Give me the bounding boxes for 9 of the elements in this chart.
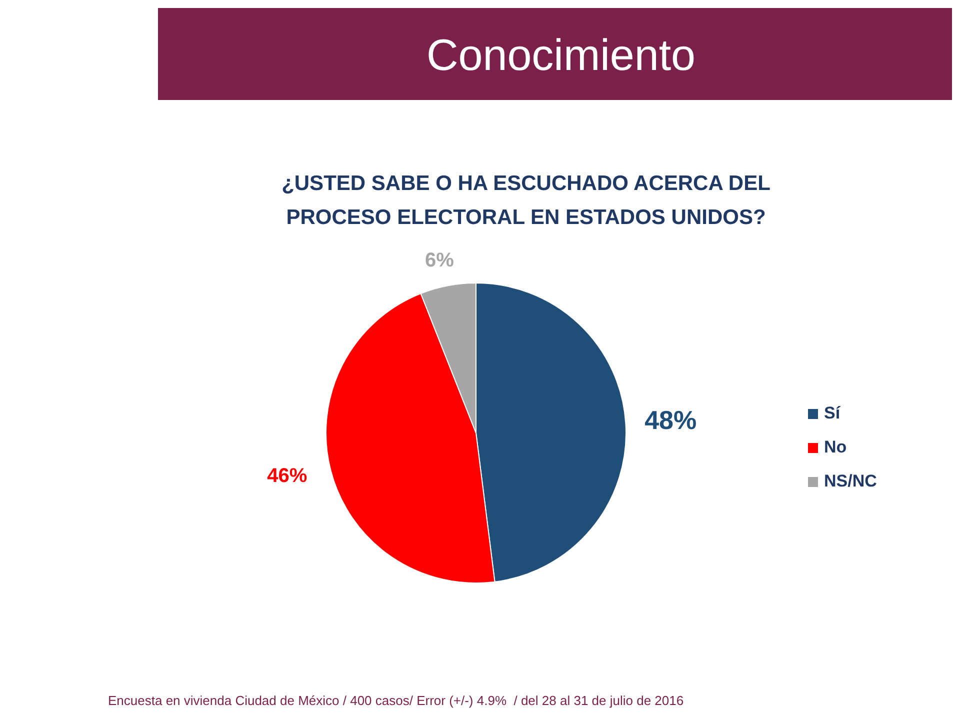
legend-label: NS/NC <box>824 471 877 490</box>
chart-title: Conocimiento <box>426 31 696 80</box>
chart-subtitle: ¿USTED SABE O HA ESCUCHADO ACERCA DEL PROCESO ELECTORAL EN ESTADOS UNIDOS? <box>282 172 771 229</box>
legend-label: No <box>824 437 847 456</box>
legend-label: Sí <box>824 403 842 422</box>
data-label: 6% <box>425 249 454 272</box>
data-label: 48% <box>644 404 697 435</box>
text: Encuesta en vivienda Ciudad de México / 400 casos/ Error (+/-) 4.9% / del 28 al 31 de julio de 2016 <box>108 693 684 708</box>
data-label: 46% <box>267 464 308 487</box>
